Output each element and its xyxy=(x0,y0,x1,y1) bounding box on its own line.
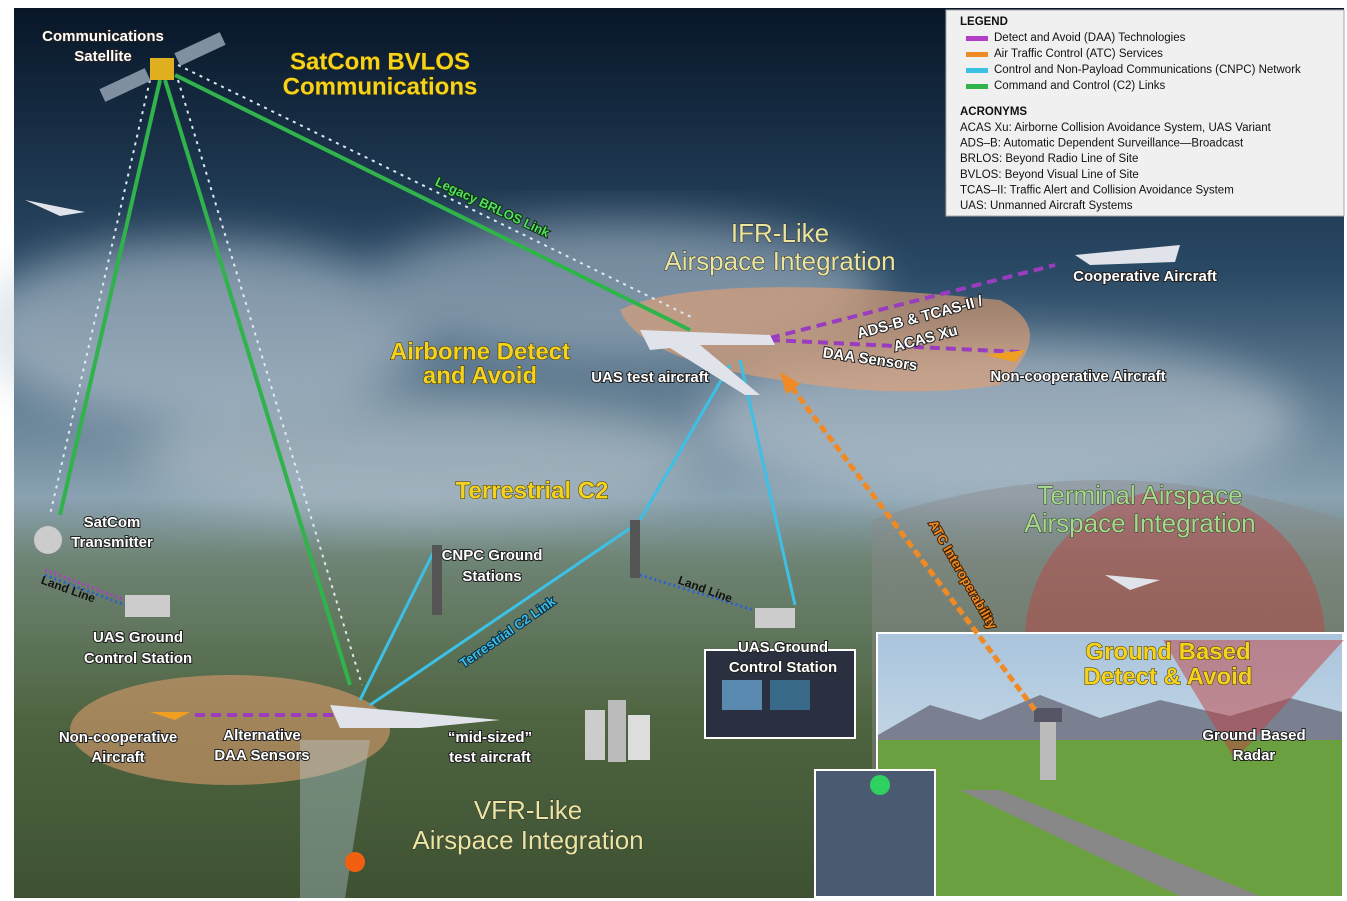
label-line: CNPC Ground xyxy=(442,547,543,564)
legend-swatch xyxy=(966,84,988,89)
c2-links xyxy=(58,73,691,686)
label-line: VFR-Like xyxy=(474,795,582,825)
acronym: BRLOS: Beyond Radio Line of Site xyxy=(960,153,1138,165)
c2-waves xyxy=(49,64,694,686)
label-line: Airspace Integration xyxy=(1024,508,1255,538)
acronym: ACAS Xu: Airborne Collision Avoidance Sy… xyxy=(960,122,1272,134)
acronym: TCAS–II: Traffic Alert and Collision Avo… xyxy=(960,184,1234,196)
legend-label: Air Traffic Control (ATC) Services xyxy=(994,48,1163,60)
label-line: test aircraft xyxy=(449,749,531,766)
atc-link xyxy=(788,383,1037,712)
label-line: Cooperative Aircraft xyxy=(1073,268,1217,285)
label-line: IFR-Like xyxy=(731,218,829,248)
label-line: UAS test aircraft xyxy=(591,369,709,386)
label-line: Airborne Detect xyxy=(390,338,570,365)
label: UAS Ground Control Station xyxy=(728,638,838,677)
acronym: BVLOS: Beyond Visual Line of Site xyxy=(960,169,1139,181)
label-line: Control Station xyxy=(729,659,837,676)
gcs-screen xyxy=(722,680,762,710)
legend-swatch xyxy=(966,36,988,41)
noncoop-aircraft xyxy=(150,350,1025,720)
label: Alternative DAA Sensors xyxy=(213,726,310,765)
city xyxy=(585,700,650,762)
label-line: Alternative xyxy=(223,727,301,744)
satellite xyxy=(99,32,226,102)
label-line: UAS Ground xyxy=(93,629,183,646)
label: Cooperative Aircraft xyxy=(1072,267,1218,286)
sensor-cone xyxy=(300,740,370,898)
label-line: and Avoid xyxy=(423,362,537,389)
label-line: Stations xyxy=(462,568,521,585)
label-line: Detect & Avoid xyxy=(1084,663,1253,690)
label-line: Communications xyxy=(283,73,478,100)
label-line: Non-cooperative xyxy=(59,729,177,746)
label: Terrestrial C2 xyxy=(455,477,609,505)
label: UAS Ground Control Station xyxy=(83,628,193,668)
daa-zone xyxy=(70,675,390,785)
label: Non-cooperative Aircraft xyxy=(58,728,178,767)
legend-label: Command and Control (C2) Links xyxy=(994,80,1166,92)
airport-inset xyxy=(876,632,1344,898)
label-line: Control Station xyxy=(84,650,192,667)
label-line: Aircraft xyxy=(91,749,144,766)
label: Ground Based Radar xyxy=(1201,726,1306,765)
land-lines xyxy=(44,573,761,614)
legend-label: Control and Non-Payload Communications (… xyxy=(994,64,1301,76)
signal-light xyxy=(870,775,890,795)
label-line: SatCom xyxy=(84,514,141,531)
acronym: UAS: Unmanned Aircraft Systems xyxy=(960,200,1133,212)
label-line: SatCom BVLOS xyxy=(290,48,470,75)
legend-swatch xyxy=(966,68,988,73)
atc-arrow xyxy=(780,372,800,394)
cnpc-links xyxy=(358,359,797,707)
acronyms-title: ACRONYMS xyxy=(960,106,1027,118)
label-line: Radar xyxy=(1233,747,1276,764)
label-line: Airspace Integration xyxy=(664,246,895,276)
label-line: UAS Ground xyxy=(738,639,828,656)
legend-label: Detect and Avoid (DAA) Technologies xyxy=(994,32,1186,44)
label: Non-cooperative Aircraft xyxy=(989,367,1166,386)
acronym: ADS–B: Automatic Dependent Surveillance—… xyxy=(960,138,1244,150)
label: SatCom Transmitter xyxy=(70,513,154,552)
land-line-daa xyxy=(44,568,126,602)
label-line: Transmitter xyxy=(71,534,153,551)
label-line: Satellite xyxy=(74,48,132,65)
label-line: DAA Sensors xyxy=(214,747,309,764)
aircraft xyxy=(25,200,1180,728)
daa-links xyxy=(195,263,1056,717)
legend-swatch xyxy=(966,52,988,57)
label-line: Ground Based xyxy=(1085,638,1250,665)
controller-photo xyxy=(814,769,936,898)
legend-title: LEGEND xyxy=(960,16,1008,28)
label: UAS test aircraft xyxy=(590,368,710,387)
label-line: Communications xyxy=(42,28,164,45)
label: CNPC Ground Stations xyxy=(441,546,544,586)
label-line: Non-cooperative Aircraft xyxy=(990,368,1165,385)
fire xyxy=(345,852,365,872)
towers xyxy=(34,520,795,628)
label-line: Terrestrial C2 xyxy=(456,477,609,504)
label-line: Terminal Airspace xyxy=(1037,480,1242,510)
label: “mid-sized” test aircraft xyxy=(447,728,533,767)
label-line: Ground Based xyxy=(1202,727,1305,744)
gcs-screen xyxy=(770,680,810,710)
label: Communications Satellite xyxy=(41,27,165,66)
label-line: “mid-sized” xyxy=(448,729,532,746)
legend-box xyxy=(945,9,1345,217)
label-line: Airspace Integration xyxy=(412,825,643,855)
